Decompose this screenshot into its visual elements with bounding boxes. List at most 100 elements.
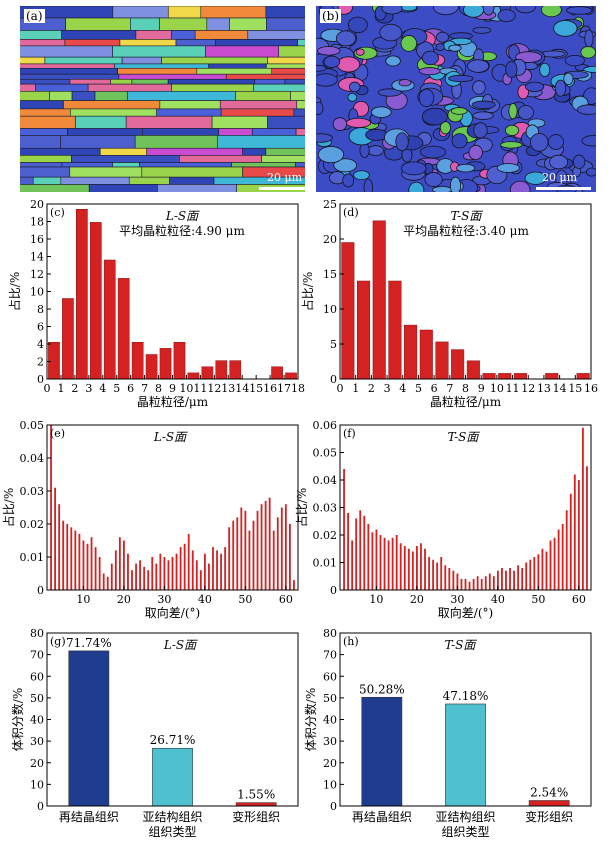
- bar: [117, 278, 130, 380]
- scale-bar-a: [259, 187, 305, 190]
- ebsd-grain: [583, 65, 596, 73]
- y-tick-label: 10: [30, 778, 44, 791]
- bar: [528, 800, 570, 807]
- x-tick-label: 再结晶组织: [59, 810, 119, 824]
- panel-label-a: (a): [24, 9, 45, 23]
- bar: [460, 579, 463, 590]
- ebsd-grain: [500, 141, 523, 149]
- ebsd-grain: [553, 20, 578, 37]
- bar: [347, 513, 350, 590]
- bar: [284, 504, 287, 590]
- bar: [577, 480, 580, 590]
- bar: [106, 576, 109, 590]
- ebsd-grain: [586, 167, 596, 177]
- x-tick-label: 6: [431, 382, 438, 395]
- bar: [76, 209, 88, 380]
- ebsd-grain: [323, 55, 341, 68]
- y-tick-label: 15: [323, 268, 337, 281]
- ebsd-grain: [450, 107, 468, 115]
- bar: [256, 510, 259, 590]
- ebsd-grain: [266, 63, 305, 69]
- y-tick-label: 5: [330, 338, 337, 351]
- bar: [517, 565, 520, 590]
- y-tick-label: 0.04: [313, 474, 338, 487]
- bar: [90, 537, 93, 590]
- bar: [513, 570, 515, 590]
- bar: [208, 563, 210, 590]
- ebsd-grain: [529, 133, 549, 152]
- bar: [89, 222, 102, 380]
- bar: [448, 568, 451, 590]
- bar: [98, 557, 101, 590]
- bar: [569, 493, 572, 590]
- ebsd-grain: [576, 104, 596, 115]
- ebsd-grain: [400, 35, 418, 52]
- bar: [343, 469, 345, 590]
- panel-label: (d): [343, 206, 359, 219]
- bar: [187, 372, 200, 380]
- panel-label: (h): [343, 635, 359, 648]
- bar: [541, 548, 544, 590]
- bar: [288, 524, 291, 590]
- ebsd-grain: [524, 171, 547, 185]
- x-tick-label: 10: [76, 593, 90, 606]
- ebsd-grain: [554, 79, 567, 97]
- ebsd-grain: [316, 101, 324, 116]
- x-tick-label: 亚结构组织: [142, 809, 202, 824]
- bar: [484, 576, 487, 590]
- bar: [70, 527, 73, 590]
- x-tick-label: 14: [235, 382, 249, 395]
- x-tick-label: 60: [279, 593, 293, 606]
- y-tick-label: 18: [30, 216, 44, 229]
- ebsd-grain: [584, 29, 594, 48]
- bar: [399, 543, 402, 590]
- bar: [94, 547, 97, 590]
- bar: [416, 546, 418, 590]
- x-tick-label: 10: [179, 382, 193, 395]
- y-tick-label: 14: [30, 251, 44, 264]
- ebsd-grain: [342, 173, 355, 188]
- bar: [280, 507, 283, 590]
- y-tick-label: 0.05: [313, 447, 338, 460]
- bar: [545, 373, 559, 380]
- ebsd-grain: [468, 144, 483, 161]
- ebsd-grain: [473, 122, 488, 139]
- x-tick-label: 9: [478, 382, 485, 395]
- x-tick-label: 10: [369, 593, 383, 606]
- y-tick-label: 40: [30, 714, 44, 727]
- y-tick-label: 80: [323, 627, 337, 640]
- x-tick-label: 11: [193, 382, 207, 395]
- x-tick-label: 20: [117, 593, 131, 606]
- data-label: 50.28%: [359, 682, 405, 696]
- ebsd-grain: [436, 31, 449, 43]
- ebsd-grain: [572, 154, 586, 169]
- data-label: 47.18%: [443, 689, 489, 703]
- x-tick-label: 8: [462, 382, 469, 395]
- x-tick-label: 9: [169, 382, 176, 395]
- y-tick-label: 0.03: [20, 485, 45, 498]
- bar: [139, 560, 142, 590]
- ebsd-grain: [295, 162, 305, 168]
- x-tick-label: 4: [99, 382, 106, 395]
- bar: [268, 497, 271, 590]
- ebsd-map-ls: (a) 20 μm: [20, 6, 305, 192]
- bar: [58, 504, 61, 590]
- ebsd-grain: [421, 107, 448, 126]
- scale-bar-label-b: 20 μm: [542, 171, 578, 184]
- bar: [159, 348, 172, 380]
- x-tick-label: 50: [238, 593, 252, 606]
- y-tick-label: 60: [30, 670, 44, 683]
- chart-title: L-S面: [165, 209, 200, 223]
- bar: [545, 551, 548, 590]
- data-label: 2.54%: [530, 786, 568, 800]
- bar: [561, 524, 564, 590]
- x-tick-label: 再结晶组织: [352, 810, 412, 824]
- bar: [586, 466, 588, 590]
- bar: [163, 557, 166, 590]
- bar: [468, 581, 471, 590]
- bar: [232, 520, 235, 590]
- bar: [363, 515, 366, 590]
- chart-g: 71.74% 再结晶组织 26.71% 亚结构组织 1.55% 变形组织 0 10 20 30 40…: [10, 627, 299, 839]
- y-tick-label: 50: [323, 692, 337, 705]
- bar: [187, 533, 190, 590]
